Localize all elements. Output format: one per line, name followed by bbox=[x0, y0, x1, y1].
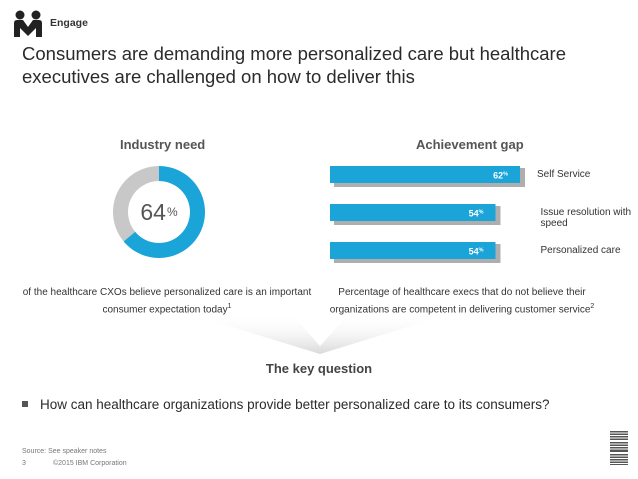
bar-value-unit-1: % bbox=[479, 210, 484, 216]
people-logo-icon bbox=[14, 10, 42, 37]
bar-value-unit-2: % bbox=[479, 248, 484, 254]
key-question-heading: The key question bbox=[265, 361, 373, 376]
page-title: Consumers are demanding more personalize… bbox=[22, 43, 566, 87]
funnel-shape bbox=[190, 314, 450, 354]
bar-value-unit-0: % bbox=[503, 172, 508, 178]
section-label: Engage bbox=[50, 17, 88, 29]
bar-2 bbox=[330, 242, 496, 259]
donut-value: 64 bbox=[140, 198, 166, 225]
ibm-logo-icon bbox=[610, 431, 628, 465]
achievement-bar-chart: 62% 54% 54% bbox=[330, 166, 525, 263]
achievement-gap-heading: Achievement gap bbox=[416, 137, 524, 152]
bar-value-label-0: 62% bbox=[493, 171, 508, 181]
source-note: Source: See speaker notes bbox=[22, 448, 107, 455]
bar-shadow-1 bbox=[334, 206, 501, 225]
footnote-2: 2 bbox=[590, 303, 595, 310]
key-question-text: How can healthcare organizations provide… bbox=[40, 397, 550, 412]
bar-shadow-0 bbox=[334, 168, 525, 187]
industry-need-heading: Industry need bbox=[120, 137, 206, 152]
bar-0 bbox=[330, 166, 520, 183]
copyright: ©2015 IBM Corporation bbox=[53, 460, 127, 467]
donut-slice-1 bbox=[113, 166, 159, 242]
bullet-icon bbox=[22, 401, 28, 407]
donut-unit: % bbox=[166, 205, 178, 219]
bar-value-label-2: 54% bbox=[469, 247, 484, 257]
key-question-bullet: How can healthcare organizations provide… bbox=[22, 397, 550, 412]
footnote-1: 1 bbox=[227, 303, 232, 310]
achievement-gap-caption-text: Percentage of healthcare execs that do n… bbox=[329, 287, 591, 316]
bar-1 bbox=[330, 204, 496, 221]
achievement-gap-caption: Percentage of healthcare execs that do n… bbox=[312, 286, 612, 317]
donut-slice-0 bbox=[123, 166, 205, 258]
donut-chart: 64% bbox=[112, 165, 206, 259]
bar-value-label-1: 54% bbox=[469, 209, 484, 219]
donut-svg bbox=[113, 166, 205, 258]
bar-shadow-2 bbox=[334, 244, 501, 263]
industry-need-caption-text: of the healthcare CXOs believe personali… bbox=[22, 287, 312, 316]
bar-category-label-2: Personalized care bbox=[540, 245, 621, 256]
bar-category-label-0: Self Service bbox=[537, 169, 591, 180]
donut-center-label: 64% bbox=[112, 165, 206, 259]
page-number: 3 bbox=[22, 460, 26, 467]
industry-need-caption: of the healthcare CXOs believe personali… bbox=[22, 286, 312, 317]
bar-category-label-1: Issue resolution with speed bbox=[540, 207, 632, 229]
